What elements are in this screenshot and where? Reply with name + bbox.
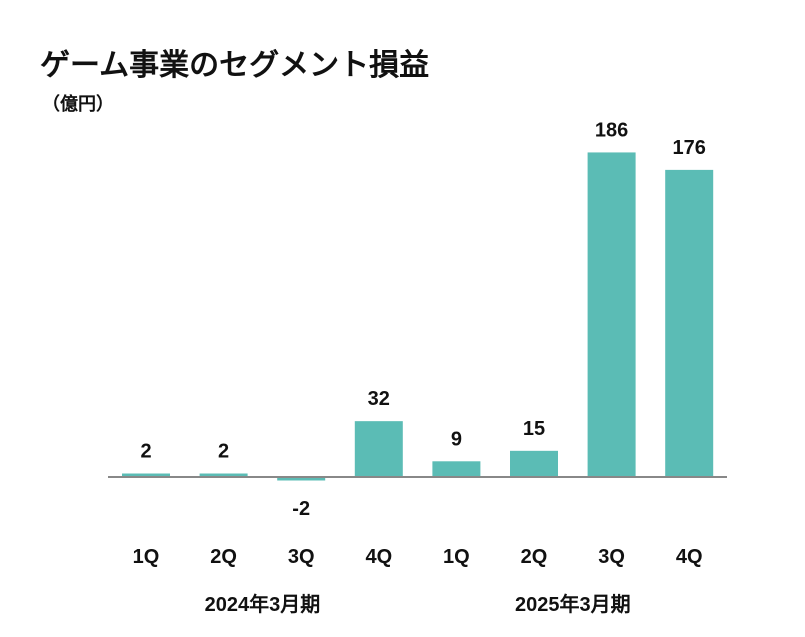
bar [587,152,636,477]
data-label: 2 [218,441,229,463]
x-tick-label: 4Q [365,546,392,568]
bar [432,461,481,477]
bar [277,477,326,481]
bar [354,421,403,477]
data-label: 186 [595,119,628,141]
period-label: 2024年3月期 [205,592,321,616]
bar [199,473,248,477]
x-tick-label: 1Q [443,546,470,568]
period-label: 2025年3月期 [515,592,631,616]
bar [665,169,714,477]
bar [510,450,558,477]
x-tick-label: 2Q [521,546,548,568]
data-label: 32 [368,388,390,410]
chart-title: ゲーム事業のセグメント損益 [40,48,430,83]
unit-label: （億円） [42,94,114,115]
x-tick-label: 4Q [676,546,703,568]
bar [122,473,170,477]
data-label: 15 [523,418,545,440]
x-tick-label: 3Q [288,546,315,568]
data-label: 176 [673,137,706,159]
x-tick-label: 3Q [598,546,625,568]
x-tick-label: 1Q [133,546,160,568]
data-label: -2 [292,498,310,520]
data-label: 2 [140,441,151,463]
x-tick-label: 2Q [210,546,237,568]
data-label: 9 [451,428,462,450]
